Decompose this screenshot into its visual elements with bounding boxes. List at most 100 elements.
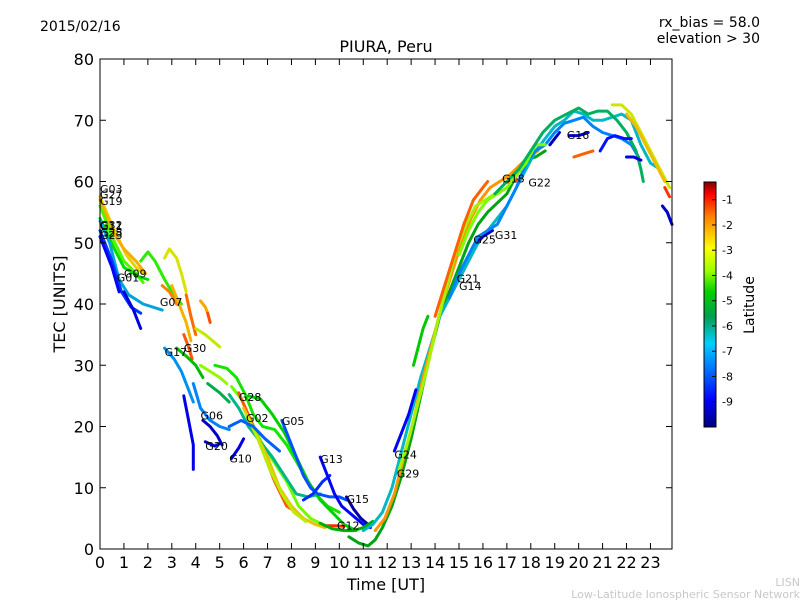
series-line [625, 112, 667, 183]
series-line [199, 299, 210, 315]
satellite-label: G20 [205, 440, 228, 453]
elevation-label: elevation > 30 [657, 31, 760, 47]
x-tick-label: 5 [215, 553, 225, 572]
chart-title: PIURA, Peru [339, 37, 432, 56]
x-tick-label: 21 [592, 553, 612, 572]
y-axis-label: TEC [UNITS] [50, 256, 69, 354]
x-tick-label: 20 [568, 553, 588, 572]
series-line [230, 437, 246, 460]
satellite-label: G23 [100, 229, 123, 242]
x-tick-label: 13 [401, 553, 421, 572]
satellite-label: G03 [100, 183, 123, 196]
series-line [567, 131, 590, 138]
footer-org-name: Low-Latitude Ionospheric Sensor Network [571, 588, 800, 600]
x-tick-label: 16 [473, 553, 493, 572]
colorbar-tick-label: -8 [722, 370, 733, 383]
series-line [98, 195, 145, 275]
y-tick-label: 10 [74, 479, 94, 498]
series-line [206, 382, 231, 404]
x-tick-label: 12 [377, 553, 397, 572]
satellite-label: G12 [337, 520, 360, 533]
satellite-label: G14 [459, 280, 482, 293]
x-tick-label: 18 [521, 553, 541, 572]
x-tick-label: 2 [143, 553, 153, 572]
satellite-label: G24 [394, 449, 417, 462]
satellite-label: G31 [495, 229, 518, 242]
rx-bias-label: rx_bias = 58.0 [659, 15, 760, 31]
footer-org-abbrev: LISN [775, 576, 800, 589]
satellite-label: G09 [124, 267, 147, 280]
colorbar [703, 181, 717, 428]
series-line [122, 290, 143, 330]
series-line [182, 333, 194, 361]
series-line [663, 186, 672, 199]
x-tick-label: 7 [262, 553, 272, 572]
satellite-label: G07 [160, 296, 183, 309]
series-line [182, 394, 195, 471]
y-tick-label: 70 [74, 111, 94, 130]
series-line [457, 143, 547, 257]
satellite-label: G27 [100, 188, 123, 201]
satellite-label: G02 [246, 412, 269, 425]
x-tick-label: 10 [329, 553, 349, 572]
y-axis-ticks: 0 10 20 30 40 50 60 70 80 [74, 50, 672, 559]
series-marks [98, 103, 674, 548]
series-line [598, 134, 633, 153]
x-axis-label: Time [UT] [346, 575, 425, 594]
series-line [170, 284, 193, 343]
colorbar-tick-label: -1 [722, 194, 733, 207]
x-tick-label: 19 [545, 553, 565, 572]
x-tick-label: 15 [449, 553, 469, 572]
series-line [98, 216, 150, 281]
series-line [392, 388, 418, 453]
series-line [244, 412, 308, 523]
colorbar-ticks: -9 -8 -7 -6 -5 -4 -3 -2 -1 [712, 194, 733, 409]
series-line [227, 393, 322, 499]
colorbar-label: Latitude [742, 276, 758, 334]
x-tick-label: 9 [310, 553, 320, 572]
series-line [160, 284, 179, 306]
series-line [548, 131, 561, 147]
series-line [493, 106, 645, 196]
satellite-label: G05 [282, 415, 305, 428]
satellite-label: G06 [201, 409, 224, 422]
y-tick-label: 60 [74, 173, 94, 192]
satellite-label: G25 [473, 234, 496, 247]
series-line [98, 198, 147, 275]
x-tick-label: 23 [640, 553, 660, 572]
x-tick-label: 6 [239, 553, 249, 572]
y-tick-label: 50 [74, 234, 94, 253]
series-line [318, 455, 372, 530]
satellite-label: G19 [100, 195, 123, 208]
series-line [412, 314, 430, 367]
y-tick-label: 20 [74, 418, 94, 437]
series-line [301, 474, 332, 502]
series-line [572, 149, 595, 159]
satellite-label: G17 [165, 346, 188, 359]
colorbar-tick-label: -9 [722, 396, 733, 409]
colorbar-tick-label: -5 [722, 295, 733, 308]
series-line [625, 155, 643, 162]
y-tick-label: 30 [74, 356, 94, 375]
satellite-label: G32 [100, 219, 123, 232]
satellite-labels: G03G27G19G32G11G28G23G09G01G07G17G30G06G… [100, 129, 589, 533]
series-line [206, 311, 212, 324]
y-tick-label: 40 [74, 295, 94, 314]
series-line [660, 204, 674, 226]
x-tick-label: 4 [191, 553, 201, 572]
colorbar-tick-label: -4 [722, 269, 733, 282]
x-tick-label: 11 [353, 553, 373, 572]
series-line [474, 229, 494, 245]
series-line [199, 363, 229, 386]
series-line [163, 247, 188, 294]
satellite-label: G10 [229, 452, 252, 465]
satellite-label: G28 [239, 391, 262, 404]
series-line [227, 418, 281, 453]
series-line [163, 346, 195, 404]
series-line [191, 382, 231, 432]
colorbar-tick-label: -7 [722, 345, 733, 358]
x-tick-label: 22 [616, 553, 636, 572]
colorbar-tick-label: -2 [722, 219, 733, 232]
satellite-label: G29 [397, 468, 420, 481]
satellite-label: G21 [457, 272, 480, 285]
